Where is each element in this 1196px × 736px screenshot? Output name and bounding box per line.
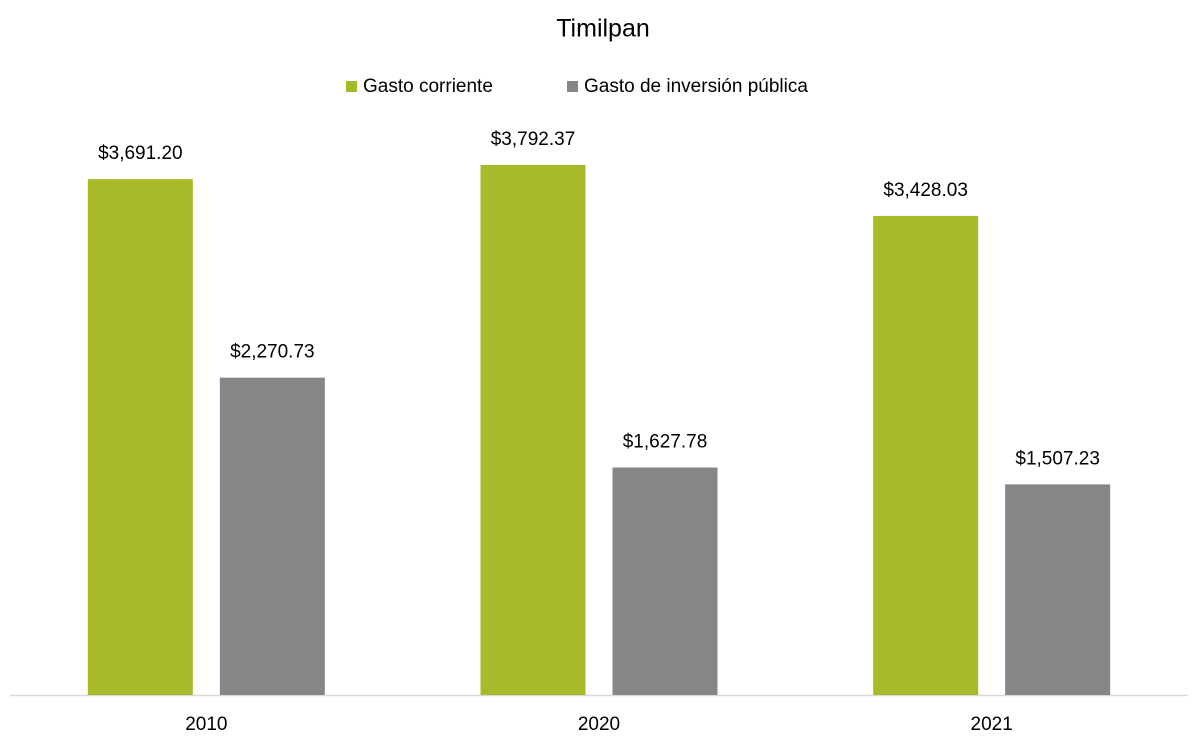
chart-title: Timilpan <box>556 15 650 43</box>
data-label: $3,428.03 <box>883 180 968 201</box>
legend-label: Gasto corriente <box>363 76 493 97</box>
data-label: $1,507.23 <box>1015 448 1100 469</box>
bar <box>480 165 586 695</box>
data-label: $1,627.78 <box>623 432 708 453</box>
legend-label: Gasto de inversión pública <box>584 76 808 97</box>
bar <box>219 377 325 695</box>
bar <box>1005 484 1111 695</box>
legend-swatch <box>346 81 357 92</box>
x-tick-label: 2021 <box>971 714 1013 735</box>
x-tick-label: 2010 <box>185 714 227 735</box>
bar <box>87 179 193 696</box>
legend-swatch <box>567 81 578 92</box>
bar <box>873 215 979 695</box>
data-label: $3,691.20 <box>98 143 183 164</box>
data-label: $2,270.73 <box>230 342 315 363</box>
data-label: $3,792.37 <box>491 129 576 150</box>
x-tick-label: 2020 <box>578 714 620 735</box>
bar <box>612 467 718 695</box>
